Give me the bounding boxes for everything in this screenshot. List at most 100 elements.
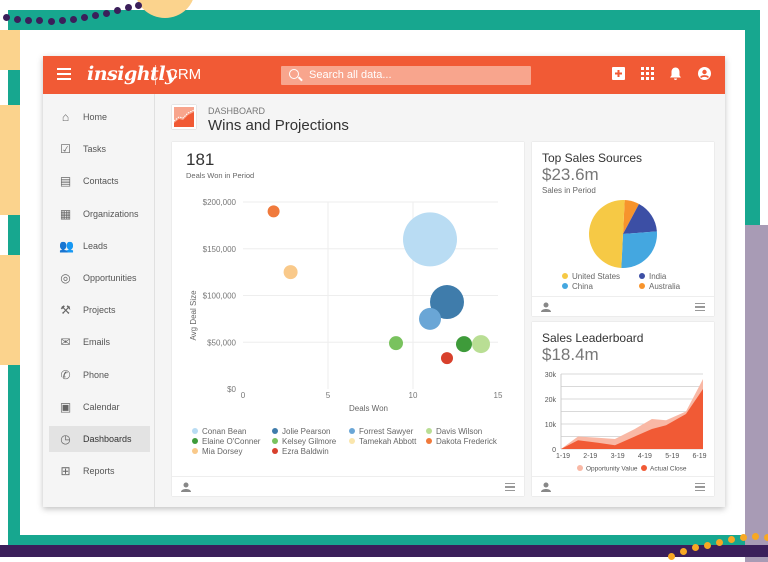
- legend-item[interactable]: Dakota Frederick: [426, 437, 497, 446]
- pie-slice-india[interactable]: [623, 203, 657, 234]
- reports-icon: ⊞: [60, 464, 71, 479]
- pie-slice-china[interactable]: [621, 231, 657, 268]
- person-icon[interactable]: [181, 482, 191, 492]
- sidebar-item-label: Organizations: [83, 208, 139, 219]
- deals-won-subtitle: Deals Won in Period: [186, 171, 255, 180]
- legend-swatch: [577, 465, 583, 471]
- sidebar-item-label: Reports: [83, 466, 115, 477]
- decor-dot: [14, 16, 21, 23]
- bubble-mia-dorsey[interactable]: [283, 265, 298, 280]
- decor-dot: [48, 18, 55, 25]
- decor-dot: [135, 2, 142, 9]
- add-icon[interactable]: [612, 67, 625, 80]
- sidebar-item-phone[interactable]: ✆ Phone: [49, 362, 150, 388]
- sidebar-item-label: Calendar: [83, 401, 120, 412]
- pie-slice-australia[interactable]: [623, 200, 639, 234]
- sidebar-item-organizations[interactable]: ▦ Organizations: [49, 201, 150, 227]
- account-icon[interactable]: [698, 67, 711, 80]
- sidebar-item-label: Phone: [83, 369, 110, 380]
- card-footer: [532, 296, 714, 316]
- legend-item[interactable]: Forrest Sawyer: [349, 427, 413, 436]
- legend-label: Conan Bean: [202, 427, 247, 436]
- legend-item[interactable]: Conan Bean: [192, 427, 246, 436]
- bubble-forrest-sawyer[interactable]: [419, 307, 441, 330]
- card-footer: [532, 476, 714, 496]
- bubble-dakota-frederick[interactable]: [267, 205, 280, 218]
- pie-slice-united-states[interactable]: [589, 200, 625, 268]
- list-icon[interactable]: [695, 483, 705, 491]
- sidebar-item-emails[interactable]: ✉ Emails: [49, 329, 150, 355]
- person-icon[interactable]: [541, 482, 551, 492]
- breadcrumb[interactable]: DASHBOARD: [208, 106, 266, 116]
- legend-item[interactable]: Kelsey Gilmore: [272, 437, 336, 446]
- bubble-kelsey-gilmore[interactable]: [389, 336, 403, 351]
- bubble-davis-wilson[interactable]: [472, 335, 490, 354]
- y-tick-label: 0: [552, 447, 556, 454]
- legend-item[interactable]: Davis Wilson: [426, 427, 482, 436]
- list-icon[interactable]: [505, 483, 515, 491]
- bell-icon[interactable]: [669, 67, 682, 80]
- x-tick-label: 5: [326, 391, 331, 400]
- menu-icon[interactable]: [57, 68, 71, 80]
- legend-label[interactable]: Opportunity Value: [586, 466, 638, 473]
- legend-item[interactable]: Elaine O'Conner: [192, 437, 260, 446]
- legend-swatch: [192, 428, 198, 434]
- sidebar-item-tasks[interactable]: ☑ Tasks: [49, 136, 150, 162]
- sidebar-item-projects[interactable]: ⚒ Projects: [49, 297, 150, 323]
- legend-swatch: [426, 428, 432, 434]
- legend-label: Jolie Pearson: [282, 427, 331, 436]
- decor-dot: [125, 4, 132, 11]
- legend-item[interactable]: Ezra Baldwin: [272, 447, 329, 456]
- legend-item[interactable]: India: [639, 272, 666, 281]
- decor-strip: [0, 545, 768, 557]
- app-window: insightly CRM Search all data... ⌂ Home ☑ T…: [43, 56, 725, 507]
- decor-dot: [92, 12, 99, 19]
- sales-leaderboard-card: Sales Leaderboard $18.4m 0 10k 20k 30k 1-19 2…: [532, 322, 714, 496]
- card-footer: [172, 476, 524, 496]
- card-subtitle: Sales in Period: [542, 186, 596, 195]
- list-icon[interactable]: [695, 303, 705, 311]
- bubble-ezra-baldwin[interactable]: [441, 352, 453, 365]
- sidebar-item-label: Tasks: [83, 144, 107, 155]
- legend-item[interactable]: Mia Dorsey: [192, 447, 242, 456]
- person-icon[interactable]: [541, 302, 551, 312]
- legend-label: Forrest Sawyer: [359, 427, 414, 436]
- dashboard-icon: [172, 105, 196, 129]
- bubble-conan-bean[interactable]: [403, 212, 457, 267]
- apps-grid-icon[interactable]: [641, 67, 654, 80]
- legend-item[interactable]: China: [562, 282, 593, 291]
- legend-label: Kelsey Gilmore: [282, 437, 337, 446]
- sidebar-item-label: Leads: [83, 240, 108, 251]
- sidebar-item-reports[interactable]: ⊞ Reports: [49, 458, 150, 484]
- decor-dot: [716, 539, 723, 546]
- top-bar: insightly CRM Search all data...: [43, 56, 725, 94]
- sidebar-item-opportunities[interactable]: ◎ Opportunities: [49, 265, 150, 291]
- sidebar-item-leads[interactable]: 👥 Leads: [49, 233, 150, 259]
- legend-label: Ezra Baldwin: [282, 447, 329, 456]
- email-icon: ✉: [60, 335, 71, 350]
- legend-label: Australia: [649, 282, 681, 291]
- legend-item[interactable]: Jolie Pearson: [272, 427, 330, 436]
- legend-item[interactable]: Australia: [639, 282, 680, 291]
- x-tick-label: 6-19: [693, 453, 707, 460]
- legend-item[interactable]: United States: [562, 272, 620, 281]
- legend-label[interactable]: Actual Close: [650, 466, 687, 473]
- bubble-chart: $0 $50,000 $100,000 $150,000 $200,000 0 5 10 15 D…: [189, 198, 503, 413]
- sidebar-item-dashboards[interactable]: ◷ Dashboards: [49, 426, 150, 452]
- decor-dot: [70, 16, 77, 23]
- sidebar-item-label: Projects: [83, 305, 116, 316]
- decor-circle: [135, 0, 195, 18]
- sidebar-item-label: Contacts: [83, 176, 119, 187]
- logo[interactable]: insightly: [87, 63, 176, 85]
- bubble-jolie-pearson[interactable]: [430, 285, 464, 320]
- decor-dot: [740, 534, 747, 541]
- sidebar-item-contacts[interactable]: ▤ Contacts: [49, 168, 150, 194]
- sidebar-item-home[interactable]: ⌂ Home: [49, 104, 150, 130]
- sidebar-item-calendar[interactable]: ▣ Calendar: [49, 394, 150, 420]
- legend-item[interactable]: Tamekah Abbott: [349, 437, 416, 446]
- decor-dot: [764, 534, 768, 541]
- area-actual-close[interactable]: [561, 389, 703, 449]
- bubble-elaine-o-conner[interactable]: [456, 336, 472, 353]
- search-input[interactable]: Search all data...: [281, 66, 531, 85]
- legend-label: Elaine O'Conner: [202, 437, 261, 446]
